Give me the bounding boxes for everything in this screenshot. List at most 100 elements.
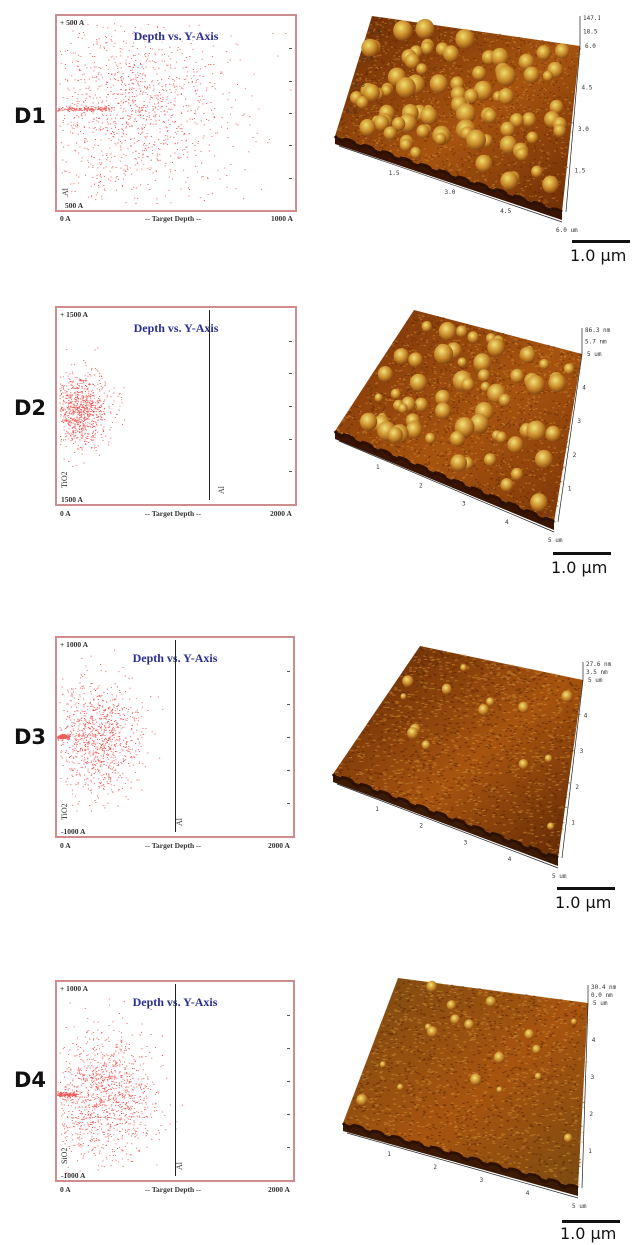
surface-grain (518, 701, 529, 713)
x-tick-label: 4 (526, 1190, 530, 1197)
x-tick-label: 6.0 um (556, 227, 578, 234)
scale-bar-label: 1.0 µm (551, 558, 608, 577)
y-tick-label: 2 (589, 1111, 593, 1118)
surface-grain (496, 1086, 503, 1093)
y-tick-label: 5 um (588, 677, 603, 684)
x-tick-label: 3 (480, 1177, 484, 1184)
x-axis-left-label: 0 A (60, 1185, 71, 1194)
layer-label-right: Al (175, 1162, 184, 1170)
surface-grain (526, 375, 545, 395)
surface-grain (498, 393, 511, 407)
surface-grain (509, 113, 524, 128)
surface-grain (455, 325, 468, 338)
y-axis-tick (289, 177, 292, 179)
ion-simulation-plot-d4: Depth vs. Y-Axis + 1000 A -1000 A SiO2 A… (55, 980, 295, 1182)
x-axis-title: -- Target Depth -- (145, 509, 202, 518)
y-axis-bottom-label: 500 A (65, 201, 84, 210)
surface-grain (570, 1018, 578, 1025)
surface-grain (542, 175, 559, 194)
scale-bar-line (562, 1220, 620, 1223)
surface-grain (442, 45, 460, 63)
afm-3d-topography-d2: 86.3 nm 5.7 nm 1 2 3 4 5 um 1 2 3 4 5 um (333, 310, 611, 544)
surface-grain (429, 74, 448, 94)
surface-grain (391, 116, 406, 131)
surface-grain (374, 393, 383, 403)
surface-grain (526, 420, 546, 442)
y-axis-tick (289, 145, 292, 147)
surface-grain (449, 431, 465, 447)
surface-grain (407, 727, 419, 740)
surface-grain (520, 346, 536, 364)
surface-grain (399, 138, 412, 152)
ion-scatter-points (59, 347, 125, 467)
surface-grain (483, 109, 497, 124)
y-axis-tick (289, 471, 292, 473)
surface-grain (515, 147, 529, 161)
y-axis-tick (287, 1114, 290, 1115)
x-axis-right-label: 1000 A (271, 214, 293, 223)
y-tick-label: 1 (568, 485, 572, 492)
y-axis-tick (289, 438, 292, 440)
surface-grain (416, 63, 428, 75)
surface-grain (455, 29, 475, 49)
x-axis-left-label: 0 A (60, 509, 71, 518)
surface-grain (450, 454, 467, 472)
x-tick-label: 2 (419, 823, 423, 830)
surface-grain (511, 467, 523, 481)
surface-grain (467, 331, 479, 344)
x-tick-label: 3 (462, 501, 466, 508)
y-axis-top-label: + 500 A (60, 18, 85, 27)
x-tick-label: 5 um (572, 1203, 587, 1210)
height-tick-label: 1.5 (371, 29, 382, 36)
surface-grain (456, 103, 476, 124)
y-tick-label: 4.5 (582, 85, 593, 92)
plot-title: Depth vs. Y-Axis (133, 321, 219, 335)
surface-grain (547, 822, 555, 830)
surface-grain (461, 377, 475, 392)
ion-simulation-plot-d1: Depth vs. Y-Axis + 500 A 500 A Al (55, 14, 297, 212)
x-axis-line (338, 440, 555, 533)
y-axis-line (581, 1002, 589, 1189)
surface-grain (477, 369, 491, 382)
surface-grain (438, 321, 457, 341)
plot-title: Depth vs. Y-Axis (132, 651, 218, 665)
y-axis-tick (289, 80, 292, 82)
surface-grain (542, 70, 554, 82)
y-axis-bottom-label: -1000 A (61, 827, 86, 836)
y-axis-tick (287, 1015, 290, 1016)
surface-grain (381, 84, 393, 97)
x-axis-line (338, 145, 563, 223)
surface-grain (496, 65, 516, 87)
surface-grain (434, 343, 454, 365)
y-axis-tick (289, 406, 292, 407)
surface-grain (420, 106, 438, 125)
surface-grain (415, 18, 435, 39)
y-axis-tick (287, 671, 290, 672)
y-axis-top-label: + 1500 A (60, 310, 89, 319)
surface-grain (480, 381, 491, 392)
layer-label-left: TiO2 (60, 803, 69, 820)
surface-grain (408, 352, 423, 368)
surface-grain (450, 1014, 461, 1025)
ion-simulation-plot-d2: Depth vs. Y-Axis + 1500 A 1500 A TiO2 Al (55, 306, 297, 506)
surface-grain (434, 132, 447, 145)
afm-3d-topography-d4: 30.4 nm0.0 nm 1 2 3 4 5 um 1 2 3 4 5 um (341, 978, 617, 1210)
surface-grain (409, 373, 428, 392)
surface-grain (410, 146, 422, 159)
y-axis-tick (287, 770, 290, 771)
surface-grain (530, 493, 548, 512)
surface-grain (491, 47, 509, 67)
row-label-d3: D3 (14, 725, 47, 749)
y-tick-label: 1.5 (575, 168, 586, 175)
y-tick-label: 2 (573, 452, 577, 459)
surface-grain (427, 1026, 438, 1038)
y-axis-line (565, 45, 581, 213)
surface-grain (478, 704, 489, 716)
surface-grain (359, 118, 376, 137)
surface-grain (400, 693, 407, 700)
surface-grain (397, 1083, 404, 1091)
z-max-label: 147.1 nm (583, 15, 600, 22)
x-tick-label: 4 (508, 856, 512, 863)
surface-grain (531, 165, 543, 178)
y-tick-label: 4 (582, 385, 586, 392)
